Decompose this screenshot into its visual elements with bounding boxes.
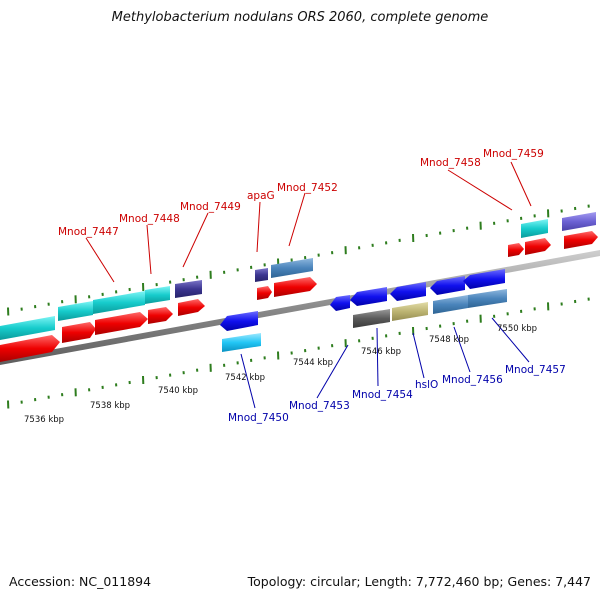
gene-bar-mnod-7452[interactable]: [271, 258, 313, 278]
gene-arrow-mnod-7456[interactable]: [430, 276, 465, 295]
gene-label-mnod-7454[interactable]: Mnod_7454: [352, 389, 413, 401]
gene-arrow[interactable]: [390, 282, 426, 301]
gene-arrow-mnod-7450[interactable]: [220, 311, 258, 331]
gene-arrow-mnod-7457[interactable]: [463, 269, 505, 289]
gene-label-mnod-7449[interactable]: Mnod_7449: [180, 201, 241, 213]
cds-arrow[interactable]: [178, 299, 205, 316]
forward-gene-labels: Mnod_7447 Mnod_7448 Mnod_7449 apaG Mnod_…: [58, 148, 544, 238]
tick-label: 7544 kbp: [293, 358, 333, 368]
cds-arrow[interactable]: [257, 286, 272, 300]
map-title: Methylobacterium nodulans ORS 2060, comp…: [111, 10, 489, 25]
cds-arrow[interactable]: [148, 307, 173, 324]
tick-label: 7542 kbp: [225, 373, 265, 383]
forward-tick-track: [7, 204, 590, 316]
genome-summary-text: Topology: circular; Length: 7,772,460 bp…: [247, 574, 591, 589]
gene-bar-hslo[interactable]: [392, 302, 428, 321]
gene-label-mnod-7457[interactable]: Mnod_7457: [505, 364, 566, 376]
gene-bar-mnod-7448b[interactable]: [145, 286, 170, 304]
gene-arrow[interactable]: [330, 295, 350, 311]
position-tick-labels: 7536 kbp 7538 kbp 7540 kbp 7542 kbp 7544…: [24, 324, 537, 425]
cds-arrow[interactable]: [564, 231, 598, 249]
gene-bar-mnod-7456b[interactable]: [433, 295, 468, 314]
gene-bar-mnod-7457b[interactable]: [468, 289, 507, 308]
cds-arrow[interactable]: [274, 277, 317, 297]
gene-bar-mnod-7447b[interactable]: [58, 301, 93, 321]
gene-label-apag[interactable]: apaG: [247, 190, 275, 202]
cds-arrow[interactable]: [62, 322, 96, 343]
gene-label-mnod-7452[interactable]: Mnod_7452: [277, 182, 338, 194]
gene-bar-mnod-7450[interactable]: [222, 333, 261, 352]
reverse-gene-track: [220, 269, 507, 352]
gene-label-mnod-7453[interactable]: Mnod_7453: [289, 400, 350, 412]
gene-label-mnod-7448[interactable]: Mnod_7448: [119, 213, 180, 225]
callout-lines: [85, 161, 532, 409]
gene-bar-apag[interactable]: [255, 268, 268, 282]
tick-label: 7538 kbp: [90, 401, 130, 411]
tick-label: 7548 kbp: [429, 335, 469, 345]
gene-bar-mnod-7449[interactable]: [175, 280, 202, 298]
cds-arrow[interactable]: [508, 243, 524, 257]
gene-bar-mnod-7447[interactable]: [0, 316, 55, 340]
cds-arrow[interactable]: [525, 238, 551, 255]
forward-gene-track: [0, 212, 596, 340]
gene-bar-mnod-7448[interactable]: [93, 291, 145, 314]
gene-label-mnod-7459[interactable]: Mnod_7459: [483, 148, 544, 160]
tick-label: 7540 kbp: [158, 386, 198, 396]
reverse-gene-labels: Mnod_7450 Mnod_7453 Mnod_7454 hslO Mnod_…: [228, 364, 566, 424]
gene-arrow-mnod-7453[interactable]: [350, 287, 387, 306]
gene-label-mnod-7458[interactable]: Mnod_7458: [420, 157, 481, 169]
gene-bar-mnod-7454[interactable]: [353, 309, 390, 328]
cds-arrow[interactable]: [95, 312, 148, 335]
tick-label: 7546 kbp: [361, 347, 401, 357]
forward-cds-track: [0, 231, 598, 362]
gene-bar-mnod-7458[interactable]: [521, 219, 548, 238]
gene-bar-mnod-7459[interactable]: [562, 212, 596, 231]
accession-text: Accession: NC_011894: [9, 574, 152, 589]
gene-label-hslo[interactable]: hslO: [415, 379, 438, 391]
gene-label-mnod-7447[interactable]: Mnod_7447: [58, 226, 119, 238]
gene-label-mnod-7450[interactable]: Mnod_7450: [228, 412, 289, 424]
gene-label-mnod-7456[interactable]: Mnod_7456: [442, 374, 503, 386]
cds-arrow[interactable]: [0, 335, 60, 362]
tick-label: 7550 kbp: [497, 324, 537, 334]
tick-label: 7536 kbp: [24, 415, 64, 425]
reverse-tick-track: [7, 297, 590, 409]
